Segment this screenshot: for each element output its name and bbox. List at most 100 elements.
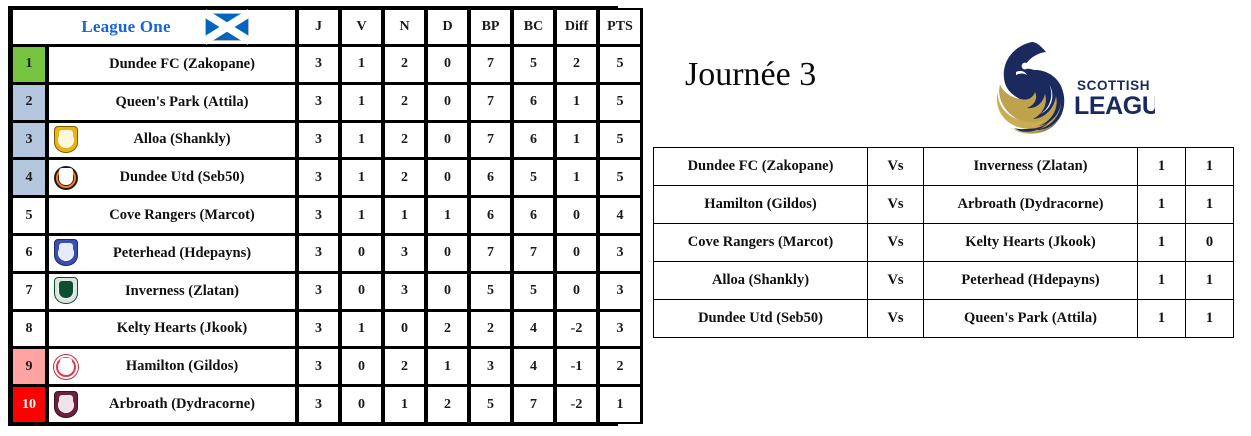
column-header-d[interactable]: D [427, 9, 469, 45]
team-name: Dundee Utd (Seb50) [119, 169, 245, 186]
column-header-v[interactable]: V [341, 9, 383, 45]
column-header-j[interactable]: J [298, 9, 340, 45]
stat-cell-bp: 2 [470, 310, 512, 348]
team-cell[interactable]: Kelty Hearts (Jkook) [48, 310, 297, 348]
cove-rangers-crest-icon [51, 201, 81, 231]
stat-cell-bc: 5 [513, 272, 555, 310]
stat-cell-bc: 6 [513, 197, 555, 234]
fixture-row[interactable]: Hamilton (Gildos) Vs Arbroath (Dydracorne)… [653, 185, 1234, 224]
column-header-pts[interactable]: PTS [599, 9, 642, 45]
table-row[interactable]: 7 Inverness (Zlatan) 3 0 3 0 5 5 0 3 [12, 272, 642, 310]
stat-cell-d: 0 [427, 121, 469, 159]
stat-cell-bp: 5 [470, 272, 512, 310]
standings-body: 1 Dundee FC (Zakopane) 3 1 2 0 7 5 2 5 2 Queen's Pa… [12, 46, 642, 423]
team-cell[interactable]: Alloa (Shankly) [48, 121, 297, 159]
stat-cell-j: 3 [298, 234, 340, 272]
queens-park-crest-icon [51, 87, 81, 117]
points-cell: 5 [599, 121, 642, 159]
column-header-diff[interactable]: Diff [556, 9, 598, 45]
fixture-home-score: 1 [1137, 261, 1186, 300]
team-cell[interactable]: Inverness (Zlatan) [48, 272, 297, 310]
points-cell: 3 [599, 310, 642, 348]
points-cell: 1 [599, 386, 642, 423]
team-cell[interactable]: Dundee FC (Zakopane) [48, 46, 297, 83]
column-header-n[interactable]: N [384, 9, 426, 45]
table-row[interactable]: 5 Cove Rangers (Marcot) 3 1 1 1 6 6 0 4 [12, 197, 642, 234]
league-title-cell: League One [12, 9, 297, 45]
fixture-row[interactable]: Dundee Utd (Seb50) Vs Queen's Park (Attila… [653, 299, 1234, 338]
stat-cell-v: 0 [341, 386, 383, 423]
fixture-away-team[interactable]: Kelty Hearts (Jkook) [923, 223, 1138, 262]
fixture-row[interactable]: Dundee FC (Zakopane) Vs Inverness (Zlatan)… [653, 147, 1234, 186]
stat-cell-n: 1 [384, 386, 426, 423]
team-name: Dundee FC (Zakopane) [109, 55, 255, 72]
arbroath-crest-icon [51, 390, 81, 420]
team-cell[interactable]: Cove Rangers (Marcot) [48, 197, 297, 234]
team-cell[interactable]: Arbroath (Dydracorne) [48, 386, 297, 423]
stat-cell-bc: 4 [513, 348, 555, 386]
table-row[interactable]: 3 Alloa (Shankly) 3 1 2 0 7 6 1 5 [12, 121, 642, 159]
table-row[interactable]: 6 Peterhead (Hdepayns) 3 0 3 0 7 7 0 3 [12, 234, 642, 272]
stat-cell-bc: 4 [513, 310, 555, 348]
table-row[interactable]: 4 Dundee Utd (Seb50) 3 1 2 0 6 5 1 5 [12, 159, 642, 197]
team-name: Queen's Park (Attila) [115, 93, 249, 110]
fixture-home-team[interactable]: Alloa (Shankly) [653, 261, 868, 300]
matchday-header: Journée 3 SCOTTISH LEAGUE 1 [640, 34, 1251, 138]
stat-cell-bp: 7 [470, 121, 512, 159]
fixture-home-team[interactable]: Dundee Utd (Seb50) [653, 299, 868, 338]
stat-cell-n: 0 [384, 310, 426, 348]
stat-cell-j: 3 [298, 348, 340, 386]
stat-cell-v: 0 [341, 348, 383, 386]
team-cell[interactable]: Queen's Park (Attila) [48, 83, 297, 121]
fixture-home-team[interactable]: Hamilton (Gildos) [653, 185, 868, 224]
fixture-away-team[interactable]: Arbroath (Dydracorne) [923, 185, 1138, 224]
stat-cell-j: 3 [298, 121, 340, 159]
stat-cell-n: 2 [384, 46, 426, 83]
team-cell[interactable]: Dundee Utd (Seb50) [48, 159, 297, 197]
team-name: Peterhead (Hdepayns) [112, 244, 252, 261]
stat-cell-v: 0 [341, 272, 383, 310]
table-row[interactable]: 1 Dundee FC (Zakopane) 3 1 2 0 7 5 2 5 [12, 46, 642, 83]
table-row[interactable]: 2 Queen's Park (Attila) 3 1 2 0 7 6 1 5 [12, 83, 642, 121]
stat-cell-j: 3 [298, 83, 340, 121]
stat-cell-bc: 5 [513, 159, 555, 197]
fixture-row[interactable]: Alloa (Shankly) Vs Peterhead (Hdepayns) 1 1 [653, 261, 1234, 300]
stat-cell-d: 2 [427, 310, 469, 348]
logo-line2: LEAGUE 1 [1074, 92, 1155, 120]
team-name: Alloa (Shankly) [133, 131, 231, 148]
stat-cell-d: 1 [427, 348, 469, 386]
stat-cell-bp: 7 [470, 83, 512, 121]
standings-header-row: League One J V N D BP BC Diff PTS [12, 9, 642, 45]
fixtures-table: Dundee FC (Zakopane) Vs Inverness (Zlatan)… [653, 147, 1234, 338]
stat-cell-diff: -1 [556, 348, 598, 386]
team-cell[interactable]: Peterhead (Hdepayns) [48, 234, 297, 272]
stat-cell-j: 3 [298, 310, 340, 348]
table-row[interactable]: 8 Kelty Hearts (Jkook) 3 1 0 2 2 4 -2 3 [12, 310, 642, 348]
dundee-utd-crest-icon [51, 163, 81, 193]
table-row[interactable]: 10 Arbroath (Dydracorne) 3 0 1 2 5 7 -2 1 [12, 386, 642, 423]
stat-cell-v: 0 [341, 234, 383, 272]
stat-cell-d: 0 [427, 159, 469, 197]
versus-label: Vs [867, 185, 924, 224]
matchday-title: Journée 3 [685, 56, 817, 93]
dundee-fc-crest-icon [51, 49, 81, 79]
fixture-home-team[interactable]: Dundee FC (Zakopane) [653, 147, 868, 186]
rank-cell: 10 [12, 386, 46, 423]
team-cell[interactable]: Hamilton (Gildos) [48, 348, 297, 386]
table-row[interactable]: 9 Hamilton (Gildos) 3 0 2 1 3 4 -1 2 [12, 348, 642, 386]
fixture-home-score: 1 [1137, 147, 1186, 186]
stat-cell-n: 1 [384, 197, 426, 234]
fixture-away-team[interactable]: Queen's Park (Attila) [923, 299, 1138, 338]
fixture-row[interactable]: Cove Rangers (Marcot) Vs Kelty Hearts (Jko… [653, 223, 1234, 262]
column-header-bp[interactable]: BP [470, 9, 512, 45]
stat-cell-d: 0 [427, 46, 469, 83]
fixture-away-team[interactable]: Inverness (Zlatan) [923, 147, 1138, 186]
stat-cell-bp: 6 [470, 159, 512, 197]
stat-cell-diff: -2 [556, 386, 598, 423]
column-header-bc[interactable]: BC [513, 9, 555, 45]
rank-cell: 6 [12, 234, 46, 272]
fixture-home-team[interactable]: Cove Rangers (Marcot) [653, 223, 868, 262]
fixture-away-team[interactable]: Peterhead (Hdepayns) [923, 261, 1138, 300]
stat-cell-bc: 5 [513, 46, 555, 83]
stat-cell-diff: 0 [556, 197, 598, 234]
